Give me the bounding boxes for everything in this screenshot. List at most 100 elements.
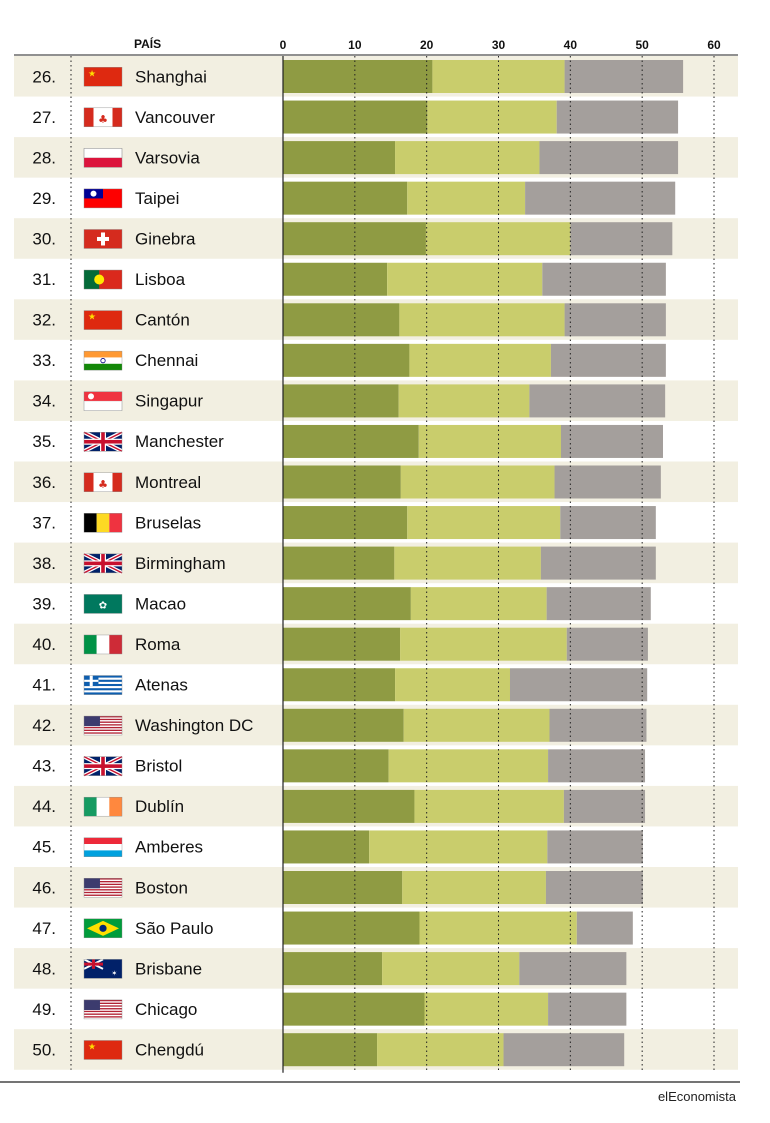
x-tick-label: 40 <box>564 38 578 52</box>
svg-text:★: ★ <box>88 1042 96 1052</box>
city-label: Chicago <box>135 1000 197 1019</box>
canada-flag-icon: ♣ <box>83 107 123 128</box>
bar-segment-2 <box>424 992 549 1026</box>
city-label: Washington DC <box>135 716 253 735</box>
bar-segment-3 <box>509 668 648 702</box>
bar-segment-2 <box>410 587 547 621</box>
bar-segment-2 <box>400 627 567 661</box>
svg-text:✶: ✶ <box>111 969 117 977</box>
city-label: Amberes <box>135 838 203 857</box>
bar-segment-3 <box>560 424 663 458</box>
bar-segment-1 <box>283 303 400 337</box>
bar-segment-2 <box>394 546 541 580</box>
australia-flag-icon: ✶ <box>83 958 123 979</box>
china-flag-icon: ★ <box>83 310 123 330</box>
bar-segment-3 <box>519 952 627 986</box>
portugal-flag-icon <box>83 269 123 290</box>
bar-segment-2 <box>427 100 557 134</box>
bar-segment-2 <box>399 303 565 337</box>
city-label: Ginebra <box>135 229 196 248</box>
bar-segment-1 <box>283 60 433 93</box>
city-label: Lisboa <box>135 270 186 289</box>
city-label: Atenas <box>135 676 188 695</box>
luxembourg-flag-icon <box>83 837 123 857</box>
bar-segment-2 <box>403 708 550 742</box>
city-label: Chennai <box>135 351 198 370</box>
city-label: Macao <box>135 594 186 613</box>
bar-segment-1 <box>283 708 404 742</box>
bar-segment-1 <box>283 262 388 296</box>
rank-label: 27. <box>32 108 56 127</box>
bar-segment-2 <box>409 343 551 377</box>
belgium-flag-icon <box>83 513 123 533</box>
city-label: Bristol <box>135 757 182 776</box>
x-tick-label: 20 <box>420 38 434 52</box>
rank-label: 40. <box>32 635 56 654</box>
rank-label: 31. <box>32 270 56 289</box>
city-label: Taipei <box>135 189 179 208</box>
city-label: Bruselas <box>135 513 201 532</box>
bar-segment-1 <box>283 465 401 499</box>
switzerland-flag-icon <box>83 229 123 249</box>
city-label: Boston <box>135 878 188 897</box>
rank-label: 35. <box>32 432 56 451</box>
city-label: Vancouver <box>135 108 215 127</box>
bar-segment-1 <box>283 141 396 175</box>
bar-segment-3 <box>548 992 627 1026</box>
china-flag-icon: ★ <box>83 67 123 87</box>
bar-segment-2 <box>382 952 520 986</box>
pais-header: PAÍS <box>134 36 161 51</box>
bar-segment-3 <box>564 303 666 337</box>
rank-label: 33. <box>32 351 56 370</box>
x-axis-ticks: 0 10 20 30 40 50 60 <box>280 38 721 52</box>
bar-segment-3 <box>546 587 651 621</box>
bar-segment-3 <box>560 506 656 540</box>
bar-segment-2 <box>400 465 555 499</box>
city-label: Shanghai <box>135 67 207 86</box>
bar-segment-1 <box>283 830 370 864</box>
bar-segment-3 <box>540 546 656 580</box>
bar-segment-3 <box>563 789 646 823</box>
bar-segment-1 <box>283 627 401 661</box>
uk-flag-icon <box>83 430 123 454</box>
city-label: Birmingham <box>135 554 226 573</box>
italy-flag-icon <box>83 634 123 655</box>
x-tick-label: 30 <box>492 38 506 52</box>
bar-segment-1 <box>283 749 389 783</box>
bar-segment-2 <box>387 262 543 296</box>
bar-segment-2 <box>395 141 540 175</box>
rank-label: 44. <box>32 797 56 816</box>
bar-segment-3 <box>529 384 666 418</box>
city-label: Roma <box>135 635 181 654</box>
rank-label: 34. <box>32 392 56 411</box>
bar-segment-2 <box>377 1033 504 1067</box>
city-label: Singapur <box>135 392 203 411</box>
rank-label: 43. <box>32 757 56 776</box>
singapore-flag-icon <box>83 391 123 411</box>
header-row: PAÍS <box>134 36 161 51</box>
city-label: Montreal <box>135 473 201 492</box>
rank-label: 32. <box>32 311 56 330</box>
rank-label: 29. <box>32 189 56 208</box>
bar-segment-2 <box>369 830 548 864</box>
rank-label: 50. <box>32 1040 56 1059</box>
city-label: Cantón <box>135 311 190 330</box>
city-label: Brisbane <box>135 959 202 978</box>
bar-segment-1 <box>283 668 396 702</box>
rank-label: 38. <box>32 554 56 573</box>
x-tick-label: 60 <box>707 38 721 52</box>
bar-segment-1 <box>283 789 415 823</box>
source-credit: elEconomista <box>658 1089 737 1104</box>
bar-segment-3 <box>525 181 676 215</box>
usa-flag-icon <box>83 715 123 736</box>
bar-segment-1 <box>283 911 420 945</box>
uk-flag-icon <box>83 552 123 575</box>
rank-label: 49. <box>32 1000 56 1019</box>
bar-segment-1 <box>283 343 410 377</box>
rank-label: 30. <box>32 229 56 248</box>
china-flag-icon: ★ <box>83 1040 123 1060</box>
bar-segment-2 <box>414 789 564 823</box>
rank-label: 37. <box>32 513 56 532</box>
bar-segment-1 <box>283 1033 378 1067</box>
